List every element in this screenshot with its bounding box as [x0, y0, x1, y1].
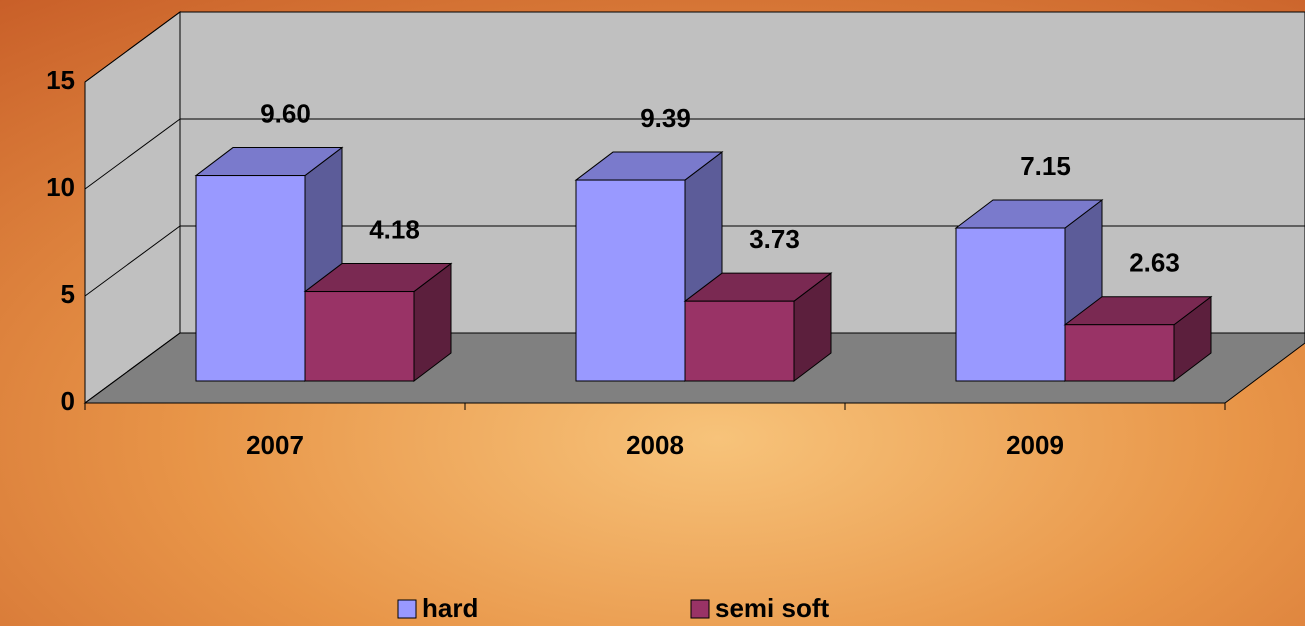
- grid-line: [84, 118, 181, 190]
- legend-label: semi soft: [715, 593, 829, 623]
- y-tick-label: 15: [46, 65, 75, 95]
- x-tick-label: 2007: [246, 430, 304, 460]
- bar: [575, 179, 686, 382]
- data-label: 9.60: [260, 98, 311, 128]
- data-label: 2.63: [1129, 248, 1180, 278]
- data-label: 3.73: [749, 224, 800, 254]
- grid-line: [84, 332, 181, 404]
- legend-swatch: [690, 599, 710, 619]
- grid-line: [84, 11, 181, 83]
- x-tick-label: 2009: [1006, 430, 1064, 460]
- data-label: 7.15: [1020, 151, 1071, 181]
- bar: [304, 291, 415, 382]
- bar: [1064, 324, 1175, 382]
- grid-line: [84, 225, 181, 297]
- bar: [955, 227, 1066, 382]
- y-tick-label: 5: [61, 279, 75, 309]
- data-label: 4.18: [369, 214, 420, 244]
- data-label: 9.39: [640, 103, 691, 133]
- x-tick-label: 2008: [626, 430, 684, 460]
- bar: [684, 300, 795, 382]
- legend-swatch: [397, 599, 417, 619]
- y-tick-label: 0: [61, 386, 75, 416]
- bar: [195, 175, 306, 382]
- y-tick-label: 10: [46, 172, 75, 202]
- legend-label: hard: [422, 593, 478, 623]
